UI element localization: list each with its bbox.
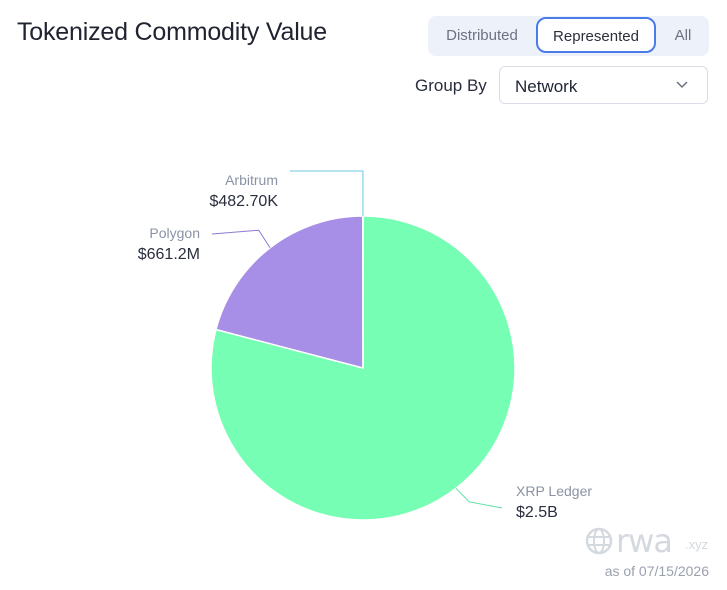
leader-line-polygon — [211, 229, 271, 249]
slice-value-label: $2.5B — [516, 504, 558, 521]
tab-represented[interactable]: Represented — [536, 17, 656, 53]
pie-slices — [210, 215, 516, 521]
tab-all[interactable]: All — [674, 27, 692, 44]
page-title: Tokenized Commodity Value — [17, 18, 327, 46]
globe-icon — [585, 527, 613, 555]
slice-name-label: Polygon — [149, 225, 200, 241]
tab-distributed[interactable]: Distributed — [446, 27, 518, 44]
logo-text: rwa — [616, 522, 673, 560]
as-of-date: as of 07/15/2026 — [604, 563, 709, 579]
pie-labels: XRP Ledger $2.5B Polygon $661.2M Arbitrum $48… — [138, 172, 593, 521]
slice-value-label: $482.70K — [209, 193, 278, 210]
pie-leader-lines — [211, 170, 503, 509]
slice-name-label: XRP Ledger — [516, 483, 592, 499]
group-by-label: Group By — [415, 76, 487, 95]
leader-line-xrp-ledger — [455, 487, 503, 509]
slice-name-label: Arbitrum — [225, 172, 278, 188]
group-by-value: Network — [515, 77, 578, 96]
slice-value-label: $661.2M — [138, 246, 200, 263]
leader-line-arbitrum — [290, 170, 364, 216]
view-tabs: Distributed Represented All — [428, 16, 709, 56]
pie-slice-xrp-ledger[interactable] — [210, 215, 516, 521]
logo-suffix: .xyz — [685, 537, 709, 552]
group-by-select[interactable]: Network — [499, 66, 708, 104]
chevron-down-icon — [676, 81, 688, 89]
